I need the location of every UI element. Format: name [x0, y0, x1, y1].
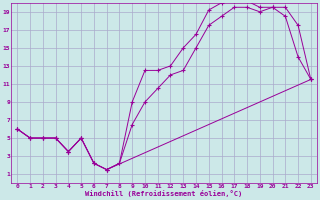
X-axis label: Windchill (Refroidissement éolien,°C): Windchill (Refroidissement éolien,°C): [85, 190, 243, 197]
